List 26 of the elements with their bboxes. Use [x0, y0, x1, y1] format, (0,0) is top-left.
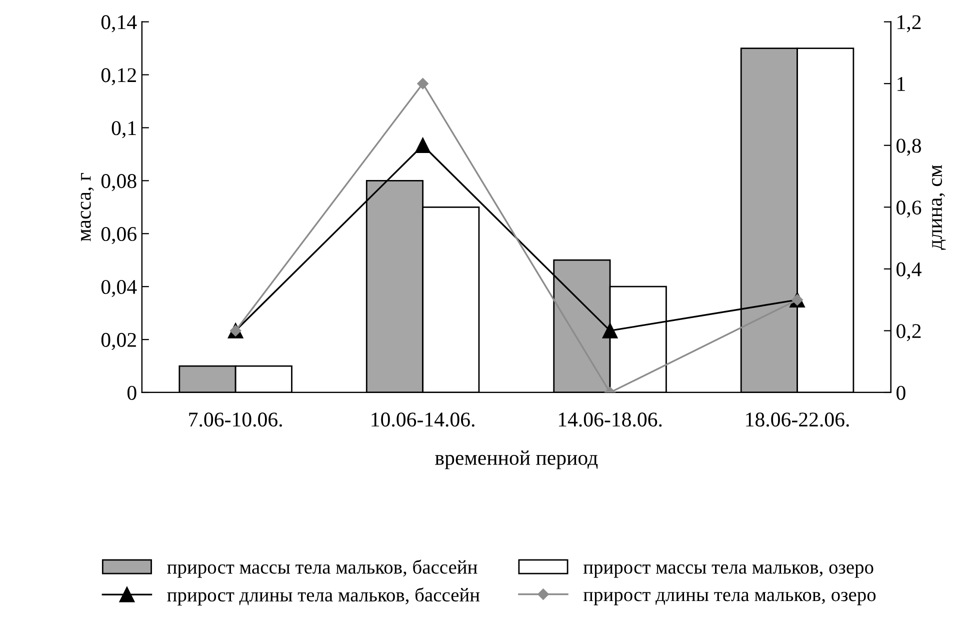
- legend-label: прирост длины тела мальков, бассейн: [167, 587, 480, 606]
- x-tick-label: 18.06-22.06.: [746, 412, 849, 427]
- y-tick-label: 0,08: [101, 174, 136, 192]
- y-tick-label: 0,14: [101, 15, 137, 32]
- y2-tick-label: 0,4: [896, 262, 922, 280]
- y-tick-label: 0,02: [101, 332, 136, 350]
- y-tick-label: 0,06: [101, 227, 136, 244]
- y-tick-label: 0,1: [112, 121, 136, 138]
- y2-tick-label: 1: [898, 77, 905, 91]
- y2-tick-label: 0,6: [896, 200, 922, 218]
- y2-tick-label: 1,2: [898, 15, 921, 32]
- y2-axis-title: длина, см: [932, 164, 946, 250]
- legend-label: прирост массы тела мальков, бассейн: [167, 560, 478, 578]
- y-axis-title: масса, г: [80, 173, 94, 242]
- legend-label: прирост массы тела мальков, озеро: [583, 564, 874, 578]
- x-axis-title: временной период: [435, 450, 598, 470]
- x-tick-label: 7.06-10.06.: [189, 412, 282, 427]
- y-tick-label: 0,04: [101, 280, 137, 298]
- y2-tick-label: 0: [896, 386, 906, 400]
- y-tick-label: 0,12: [101, 68, 136, 86]
- x-tick-label: 10.06-14.06.: [372, 412, 474, 427]
- y2-tick-label: 0,2: [896, 324, 921, 342]
- y2-tick-label: 0,8: [896, 138, 921, 156]
- legend-label: прирост длины тела мальков, озеро: [583, 592, 876, 606]
- x-tick-label: 14.06-18.06.: [558, 412, 662, 427]
- y-tick-label: 0: [127, 386, 136, 400]
